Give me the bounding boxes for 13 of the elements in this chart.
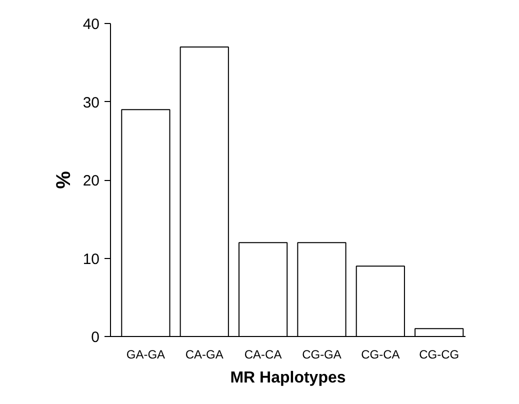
- y-tick-label: 10: [82, 250, 100, 268]
- y-axis-title: %: [52, 170, 75, 189]
- x-tick-label: CG-CA: [361, 348, 400, 362]
- x-tick-label: CG-CG: [419, 348, 460, 362]
- y-tick-label: 40: [82, 16, 100, 33]
- x-tick-label: CA-CA: [244, 348, 282, 362]
- x-tick-label: GA-GA: [126, 348, 166, 362]
- x-tick-label: CA-GA: [185, 348, 224, 362]
- y-tick-label: 20: [82, 172, 100, 190]
- x-axis-title: MR Haplotypes: [230, 370, 346, 386]
- y-tick-label: 30: [82, 94, 100, 112]
- y-tick-label: 0: [91, 329, 100, 346]
- x-tick-label: CG-GA: [302, 348, 342, 362]
